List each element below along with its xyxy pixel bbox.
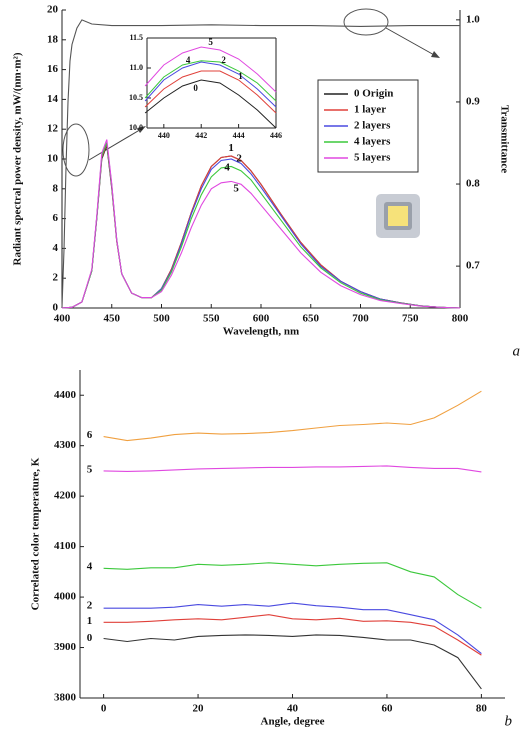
- legend-label: 4 layers: [354, 136, 391, 148]
- panel-label: a: [513, 343, 521, 359]
- x-tick-label: 750: [402, 313, 419, 325]
- y-tick-label: 10.5: [129, 93, 143, 102]
- annotation: 0: [87, 632, 93, 644]
- arrow: [385, 27, 437, 57]
- series-line: [103, 634, 482, 690]
- x-tick-label: 80: [476, 703, 488, 715]
- x-tick-label: 450: [104, 313, 121, 325]
- series-line: [103, 602, 482, 655]
- x-tick-label: 446: [270, 131, 282, 140]
- series-line: [61, 142, 461, 309]
- series-line: [103, 390, 482, 442]
- led-photo: [376, 194, 420, 238]
- annotation: 4: [224, 161, 230, 173]
- annotation: 4: [87, 560, 93, 572]
- series-line: [103, 562, 482, 609]
- annotation: 4: [186, 55, 191, 65]
- arrow-head: [137, 126, 146, 133]
- arrow: [88, 127, 144, 161]
- x-tick-label: 700: [352, 313, 369, 325]
- x-tick-label: 600: [253, 313, 270, 325]
- x-tick-label: 40: [287, 703, 299, 715]
- arrow-head: [431, 51, 440, 58]
- x-axis-label: Angle, degree: [261, 716, 325, 728]
- legend-label: 1 layer: [354, 104, 386, 116]
- series-line: [144, 79, 277, 129]
- y-tick-label: 6: [53, 212, 59, 224]
- legend-label: 5 layers: [354, 152, 391, 164]
- series-line: [144, 60, 277, 102]
- x-tick-label: 20: [193, 703, 205, 715]
- annotation: 5: [233, 182, 239, 194]
- annotation: 5: [208, 37, 213, 47]
- y-tick-label: 14: [47, 93, 59, 105]
- inset-bg: [147, 38, 276, 128]
- annotation: 5: [87, 463, 93, 475]
- y-axis-label: Correlated color temperature, K: [30, 457, 42, 610]
- x-tick-label: 442: [195, 131, 207, 140]
- y-tick-label: 4: [53, 242, 59, 254]
- y2-tick-label: 1.0: [466, 13, 480, 25]
- series-line: [103, 465, 482, 473]
- y2-tick-label: 0.8: [466, 178, 480, 190]
- x-tick-label: 0: [101, 703, 107, 715]
- y-tick-label: 4400: [54, 389, 77, 401]
- annotation: 0: [193, 83, 198, 93]
- series-line: [144, 70, 277, 114]
- x-tick-label: 444: [233, 131, 245, 140]
- series-line: [61, 139, 461, 309]
- y-axis-label: Radiant spectral power density, mW/(nm·m…: [12, 52, 24, 265]
- panel-label: b: [505, 713, 513, 729]
- annotation: 1: [87, 615, 93, 627]
- y-tick-label: 4200: [54, 490, 77, 502]
- annotation: 2: [87, 600, 93, 612]
- annotation: 2: [221, 55, 226, 65]
- y2-tick-label: 0.7: [466, 260, 480, 272]
- x-tick-label: 400: [54, 313, 71, 325]
- annotation: 2: [236, 153, 242, 165]
- x-tick-label: 650: [303, 313, 320, 325]
- series-line: [144, 46, 277, 93]
- y-tick-label: 16: [47, 63, 59, 75]
- x-tick-label: 800: [452, 313, 469, 325]
- y-tick-label: 2: [53, 272, 59, 284]
- legend-label: 0 Origin: [354, 88, 393, 100]
- annotation: 1: [238, 71, 243, 81]
- y-tick-label: 4300: [54, 439, 77, 451]
- series-line: [61, 19, 460, 308]
- highlight-oval: [343, 8, 389, 36]
- y-tick-label: 18: [47, 33, 59, 45]
- annotation: 1: [228, 142, 234, 154]
- y2-tick-label: 0.9: [466, 95, 480, 107]
- y-tick-label: 11.0: [129, 63, 143, 72]
- y-tick-label: 10: [47, 153, 59, 165]
- series-line: [103, 614, 482, 656]
- y-tick-label: 4000: [54, 591, 77, 603]
- x-axis-label: Wavelength, nm: [223, 326, 299, 338]
- y-tick-label: 0: [53, 302, 59, 314]
- y-tick-label: 10.0: [129, 123, 143, 132]
- series-line: [144, 61, 277, 108]
- x-tick-label: 60: [381, 703, 393, 715]
- y-tick-label: 4100: [54, 540, 77, 552]
- x-tick-label: 440: [158, 131, 170, 140]
- x-tick-label: 500: [153, 313, 170, 325]
- y-tick-label: 3900: [54, 641, 77, 653]
- y-tick-label: 8: [53, 182, 59, 194]
- legend-label: 2 layers: [354, 120, 391, 132]
- y-tick-label: 20: [47, 4, 59, 16]
- y-tick-label: 3800: [54, 692, 77, 704]
- y2-axis-label: Transmittance: [498, 105, 510, 173]
- annotation: 6: [87, 429, 93, 441]
- y-tick-label: 11.5: [129, 33, 143, 42]
- y-tick-label: 12: [47, 123, 59, 135]
- highlight-oval: [62, 123, 90, 177]
- x-tick-label: 550: [203, 313, 220, 325]
